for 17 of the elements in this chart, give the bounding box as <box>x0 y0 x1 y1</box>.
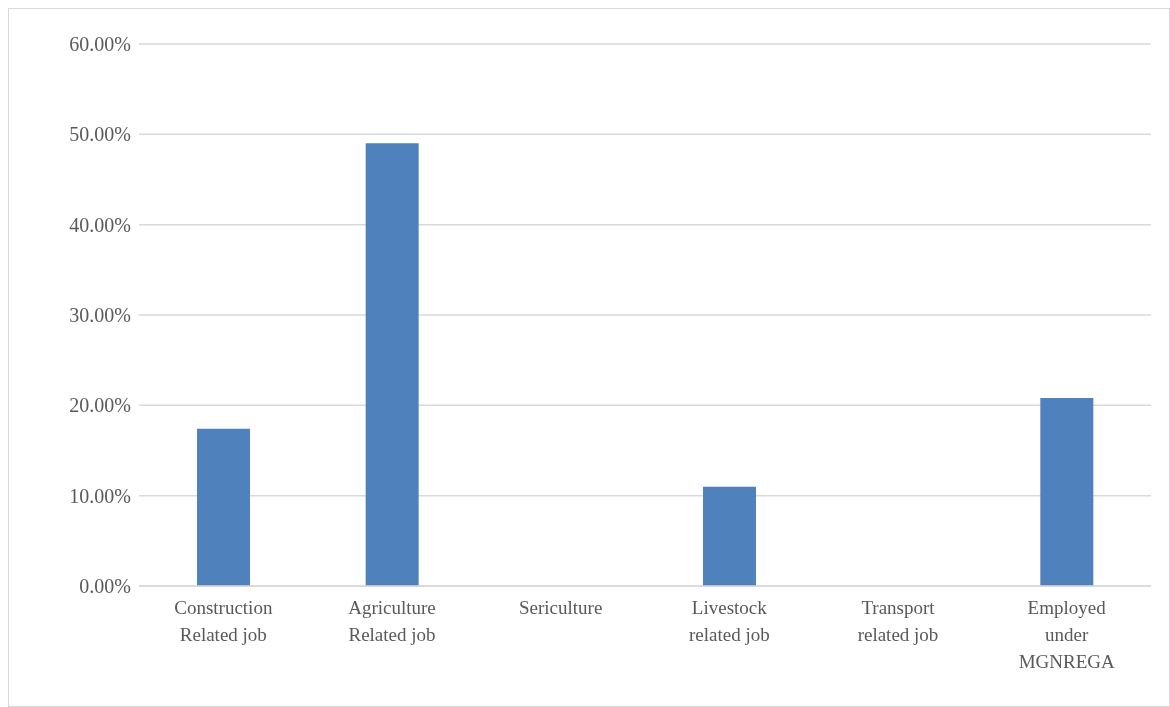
y-tick-label: 10.00% <box>69 484 131 507</box>
x-tick-label: Employed under MGNREGA <box>1018 597 1115 672</box>
y-tick-label: 40.00% <box>69 213 131 236</box>
x-tick-label: Sericulture <box>518 597 603 618</box>
x-tick-label: Agriculture Related job <box>348 597 436 645</box>
bar <box>365 143 419 586</box>
y-tick-label: 20.00% <box>69 394 131 417</box>
y-tick-label: 60.00% <box>69 33 131 56</box>
bar <box>197 428 250 586</box>
x-tick-label: Livestock related job <box>688 597 770 645</box>
x-tick-label: Transport related job <box>857 597 939 645</box>
y-tick-label: 50.00% <box>69 123 131 146</box>
bar <box>1040 398 1094 586</box>
bar <box>703 486 756 586</box>
x-tick-label: Construction Related job <box>174 597 273 645</box>
y-tick-label: 30.00% <box>69 304 131 327</box>
y-tick-label: 0.00% <box>79 575 131 598</box>
